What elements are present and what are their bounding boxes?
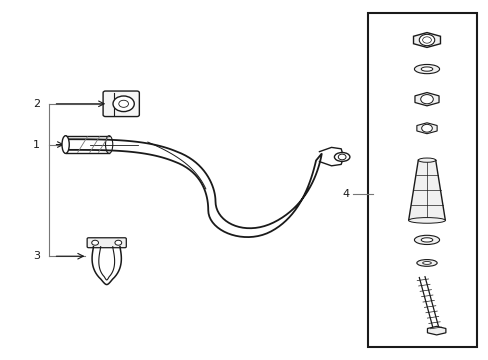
Circle shape	[113, 96, 134, 112]
Ellipse shape	[420, 67, 432, 71]
Ellipse shape	[416, 260, 436, 266]
FancyBboxPatch shape	[103, 91, 139, 117]
Bar	[367, 13, 476, 347]
Ellipse shape	[334, 153, 349, 161]
Polygon shape	[427, 327, 445, 335]
Text: 3: 3	[33, 251, 40, 261]
FancyBboxPatch shape	[87, 238, 126, 248]
Text: 4: 4	[342, 189, 349, 199]
Circle shape	[418, 34, 434, 46]
Circle shape	[420, 95, 432, 104]
Ellipse shape	[414, 64, 439, 74]
Ellipse shape	[414, 235, 439, 244]
Polygon shape	[65, 139, 321, 237]
Polygon shape	[416, 123, 436, 134]
Ellipse shape	[408, 217, 445, 223]
Ellipse shape	[422, 261, 430, 264]
Circle shape	[92, 240, 98, 245]
Ellipse shape	[417, 158, 435, 162]
Circle shape	[421, 124, 431, 132]
Ellipse shape	[420, 238, 432, 242]
Polygon shape	[413, 32, 440, 48]
Polygon shape	[414, 93, 438, 106]
Ellipse shape	[62, 136, 69, 153]
Text: 1: 1	[33, 140, 40, 149]
Text: 2: 2	[33, 99, 40, 109]
Polygon shape	[408, 160, 445, 220]
Circle shape	[115, 240, 122, 245]
